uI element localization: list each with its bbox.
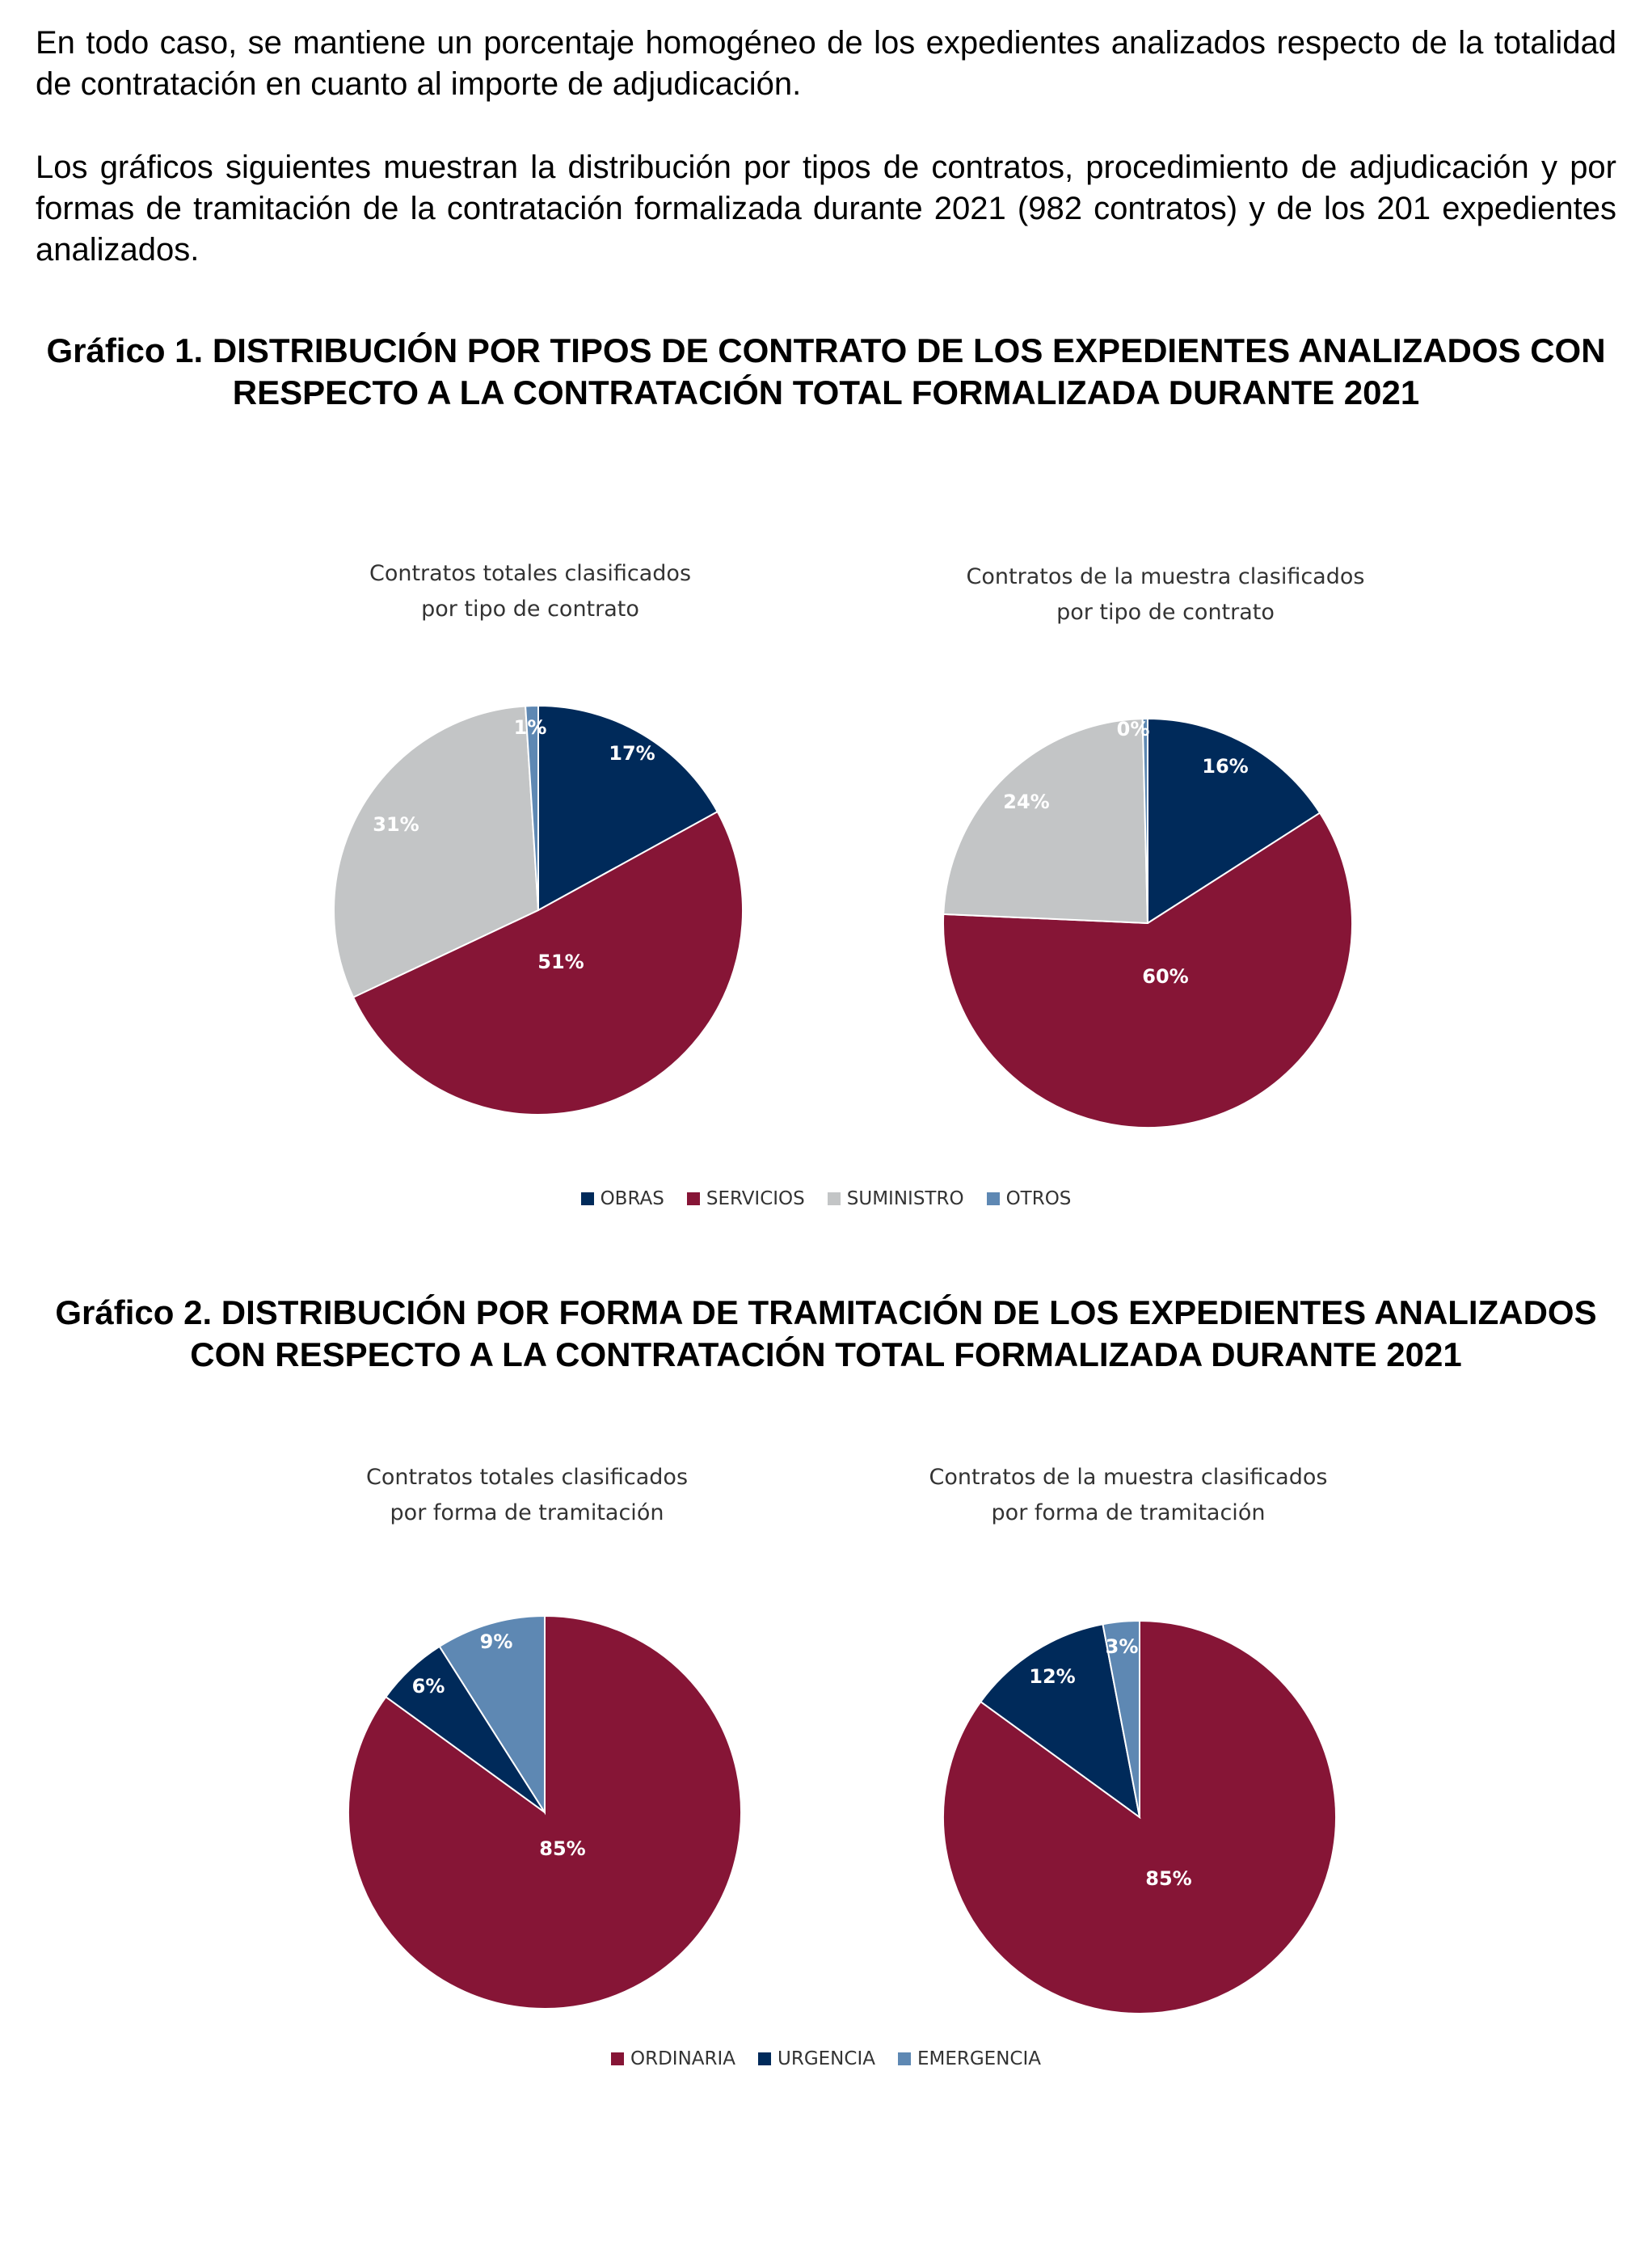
legend-item-ordinaria: ORDINARIA [611, 2048, 735, 2069]
pie-2-label-obras: 16% [1202, 755, 1248, 778]
pie-3-label-urgencia: 6% [412, 1675, 445, 1698]
pie-2-label-otros: 0% [1117, 718, 1150, 740]
figure-2-heading: Gráfico 2. DISTRIBUCIÓN POR FORMA DE TRA… [55, 1293, 1597, 1373]
pie-2-slice-suministro [942, 718, 1149, 925]
legend-item-obras: OBRAS [580, 1188, 664, 1209]
legend-swatch [686, 1192, 700, 1205]
pie-3-label-ordinaria: 85% [539, 1837, 585, 1860]
pie-1-label-obras: 17% [609, 742, 655, 765]
pie-2-slice-otros [1141, 717, 1148, 924]
pie-chart-2: 16% 60% 24% 0% [942, 717, 1353, 1128]
pie-1-slice-servicios [352, 810, 744, 1116]
legend-swatch [580, 1192, 594, 1205]
pie-1-title: Contratos totales clasificados por tipo … [247, 556, 813, 627]
pie-1-label-servicios: 51% [537, 951, 584, 973]
legend-item-emergencia: EMERGENCIA [897, 2048, 1041, 2069]
legend-item-servicios: SERVICIOS [686, 1188, 805, 1209]
legend-swatch [758, 2052, 772, 2065]
intro-paragraph-2: Los gráficos siguientes muestran la dist… [36, 150, 1616, 268]
pie-4-slice-emergencia [1102, 1619, 1140, 1818]
figure-2-legend: ORDINARIA URGENCIA EMERGENCIA [0, 2048, 1652, 2069]
figure-1-legend: OBRAS SERVICIOS SUMINISTRO OTROS [0, 1188, 1652, 1209]
pie-1-title-line-1: Contratos totales clasificados [369, 561, 692, 586]
legend-item-urgencia: URGENCIA [758, 2048, 875, 2069]
legend-label: ORDINARIA [630, 2048, 736, 2069]
legend-label: EMERGENCIA [917, 2048, 1041, 2069]
legend-swatch [827, 1192, 841, 1205]
pie-1-slice-suministro [333, 705, 540, 999]
pie-2-slice-servicios [942, 812, 1353, 1128]
pie-2-title: Contratos de la muestra clasificados por… [883, 559, 1448, 631]
pie-4-title-line-2: por forma de tramitación [991, 1500, 1266, 1525]
pie-3-title-line-1: Contratos totales clasificados [365, 1465, 689, 1490]
pie-4-label-emergencia: 3% [1106, 1635, 1139, 1658]
legend-label: SERVICIOS [706, 1188, 805, 1209]
pie-chart-4: 85% 12% 3% [942, 1619, 1337, 2014]
pie-2-slice-obras [1147, 717, 1321, 925]
pie-4-title-line-1: Contratos de la muestra clasificados [929, 1465, 1328, 1490]
legend-label: SUMINISTRO [846, 1188, 964, 1209]
pie-2-title-line-1: Contratos de la muestra clasificados [966, 564, 1365, 589]
pie-1-slice-otros [525, 704, 539, 911]
pie-1-label-otros: 1% [514, 716, 547, 739]
legend-label: OBRAS [600, 1188, 664, 1209]
pie-2-label-servicios: 60% [1142, 965, 1188, 988]
pie-3-label-emergencia: 9% [480, 1630, 513, 1653]
pie-1-slice-obras [537, 704, 719, 912]
legend-swatch [986, 1192, 1000, 1205]
pie-4-label-ordinaria: 85% [1145, 1867, 1191, 1890]
pie-1-label-suministro: 31% [373, 813, 419, 836]
pie-3-title-line-2: por forma de tramitación [390, 1500, 664, 1525]
legend-item-suministro: SUMINISTRO [827, 1188, 964, 1209]
pie-4-title: Contratos de la muestra clasificados por… [845, 1460, 1411, 1531]
pie-chart-3: 85% 6% 9% [348, 1614, 742, 2010]
pie-4-label-urgencia: 12% [1029, 1665, 1075, 1688]
figure-1-heading: Gráfico 1. DISTRIBUCIÓN POR TIPOS DE CON… [46, 331, 1606, 411]
pie-3-slice-emergencia [438, 1614, 546, 1816]
legend-label: URGENCIA [778, 2048, 875, 2069]
pie-chart-1: 17% 51% 31% 1% [333, 704, 744, 1116]
pie-2-label-suministro: 24% [1003, 791, 1049, 813]
intro-paragraph-1: En todo caso, se mantiene un porcentaje … [36, 25, 1616, 102]
pie-2-title-line-2: por tipo de contrato [1056, 600, 1275, 625]
legend-swatch [897, 2052, 911, 2065]
pie-3-title: Contratos totales clasificados por forma… [244, 1460, 810, 1531]
legend-label: OTROS [1005, 1188, 1072, 1209]
pie-1-title-line-2: por tipo de contrato [421, 597, 639, 622]
legend-swatch [611, 2052, 624, 2065]
legend-item-otros: OTROS [986, 1188, 1072, 1209]
pie-4-slice-urgencia [980, 1623, 1141, 1820]
